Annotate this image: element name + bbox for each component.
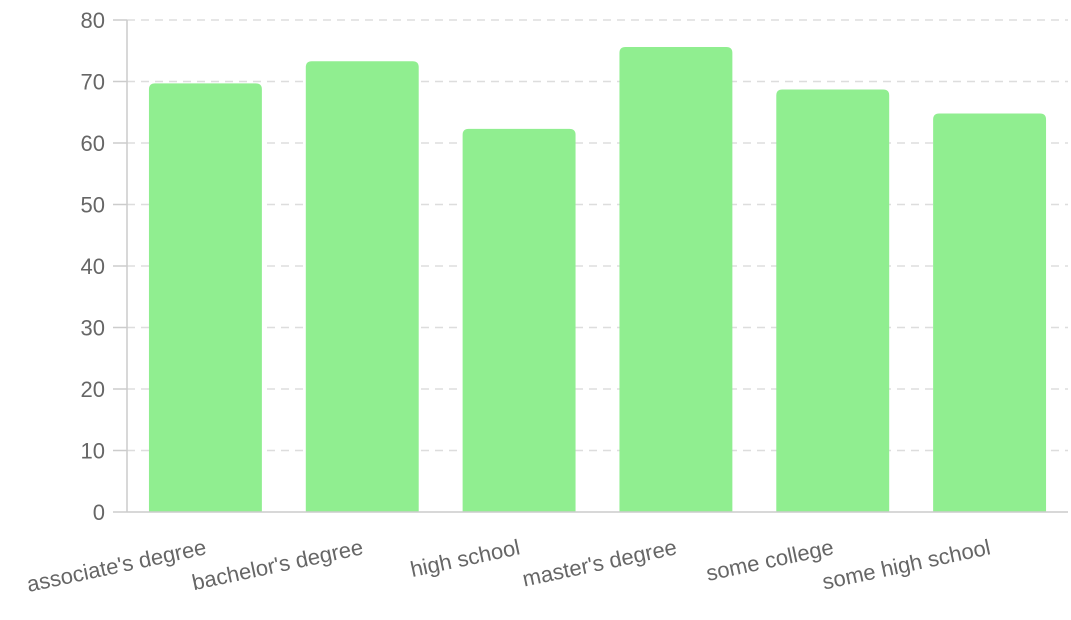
bars — [148, 47, 1047, 513]
x-category-label: associate's degree — [24, 534, 208, 596]
x-category-label: high school — [408, 534, 522, 582]
x-category-label: some high school — [820, 534, 993, 594]
y-tick-label: 60 — [81, 131, 105, 156]
x-category-label: some college — [704, 534, 836, 585]
bar[interactable] — [462, 128, 576, 513]
y-tick-label: 80 — [81, 8, 105, 33]
grid-lines — [127, 19, 1068, 452]
y-tick-label: 10 — [81, 439, 105, 464]
y-tick-label: 40 — [81, 254, 105, 279]
y-axis-ticks: 0 10 20 30 40 50 60 70 80 — [81, 8, 127, 525]
y-tick-label: 20 — [81, 377, 105, 402]
bar[interactable] — [619, 47, 733, 513]
x-category-label: master's degree — [520, 534, 679, 591]
x-category-label: bachelor's degree — [190, 534, 366, 595]
y-tick-label: 70 — [81, 70, 105, 95]
y-tick-label: 30 — [81, 316, 105, 341]
bar[interactable] — [933, 113, 1047, 512]
bar[interactable] — [305, 61, 419, 512]
y-tick-label: 0 — [93, 500, 105, 525]
bar[interactable] — [148, 83, 262, 512]
y-tick-label: 50 — [81, 193, 105, 218]
bar[interactable] — [776, 89, 890, 513]
